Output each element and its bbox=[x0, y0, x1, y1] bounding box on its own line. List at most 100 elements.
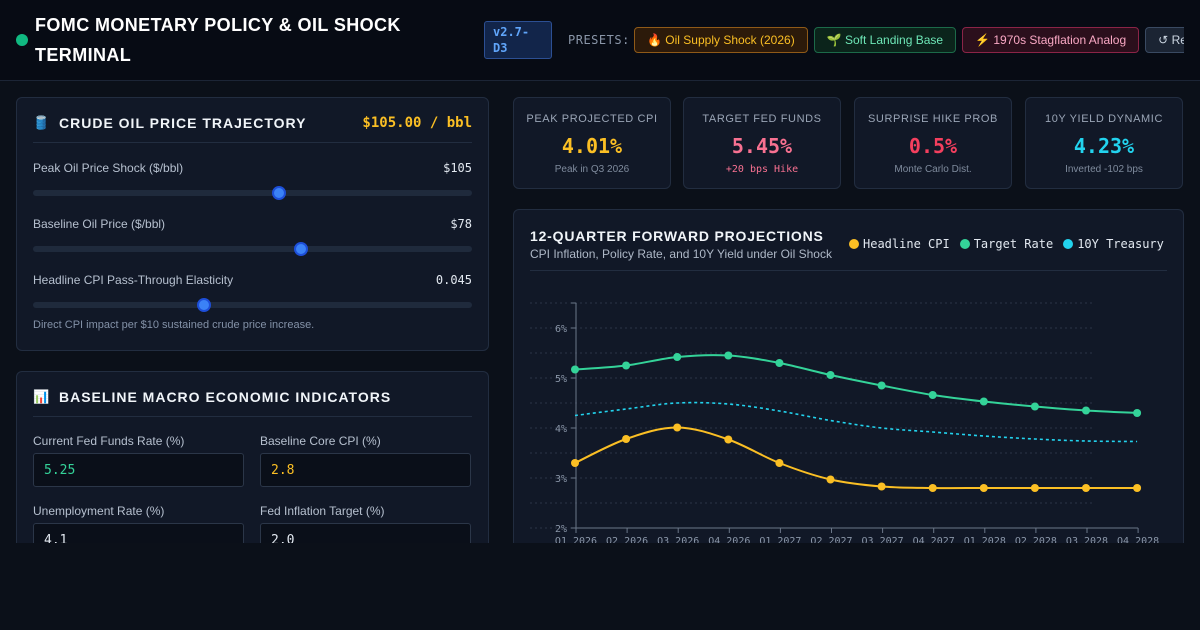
kpi-hike-probability: SURPRISE HIKE PROB 0.5% Monte Carlo Dist… bbox=[854, 97, 1012, 189]
peak-oil-price-slider[interactable] bbox=[33, 186, 472, 200]
x-tick-label: Q4 2027 bbox=[913, 536, 955, 543]
slider-value: $105 bbox=[443, 161, 472, 175]
presets-bar: 🔥 Oil Supply Shock (2026) 🌱 Soft Landing … bbox=[634, 27, 1184, 55]
kpi-peak-cpi: PEAK PROJECTED CPI 4.01% Peak in Q3 2026 bbox=[513, 97, 671, 189]
slider-thumb[interactable] bbox=[293, 242, 308, 256]
kpi-value: 0.5% bbox=[908, 134, 958, 158]
slider-thumb[interactable] bbox=[271, 186, 286, 200]
panel-title: CRUDE OIL PRICE TRAJECTORY bbox=[59, 115, 307, 131]
field-label: Current Fed Funds Rate (%) bbox=[33, 434, 185, 448]
kpi-subtext: Monte Carlo Dist. bbox=[894, 164, 972, 175]
data-point-target-rate bbox=[979, 397, 988, 406]
chart-title: 12-QUARTER FORWARD PROJECTIONS bbox=[530, 228, 824, 244]
data-point-headline-cpi bbox=[928, 484, 937, 492]
oil-barrel-icon: 🛢️ bbox=[33, 115, 50, 130]
slider-thumb[interactable] bbox=[197, 298, 212, 312]
preset-label: Soft Landing Base bbox=[845, 33, 944, 47]
slider-label: Headline CPI Pass-Through Elasticity bbox=[33, 273, 234, 287]
data-point-headline-cpi bbox=[775, 459, 784, 467]
macro-indicators-panel: 📊 BASELINE MACRO ECONOMIC INDICATORS Cur… bbox=[16, 371, 489, 543]
chart-divider bbox=[530, 270, 1167, 271]
slider-value: $78 bbox=[450, 217, 472, 231]
field-label: Unemployment Rate (%) bbox=[33, 504, 165, 518]
fed-funds-rate-input[interactable]: 5.25 bbox=[33, 453, 244, 487]
kpi-label: SURPRISE HIKE PROB bbox=[868, 113, 998, 125]
y-tick-label: 2% bbox=[555, 524, 567, 535]
kpi-subtext: +20 bps Hike bbox=[725, 164, 799, 175]
legend-swatch bbox=[1063, 239, 1074, 249]
kpi-subtext: Inverted -102 bps bbox=[1065, 164, 1143, 175]
inflation-target-input[interactable]: 2.0 bbox=[260, 523, 471, 543]
x-tick-label: Q1 2028 bbox=[964, 536, 1006, 543]
data-point-target-rate bbox=[928, 391, 937, 399]
data-point-headline-cpi bbox=[979, 484, 988, 492]
kpi-value: 5.45% bbox=[731, 134, 793, 158]
preset-stagflation-button[interactable]: ⚡ 1970s Stagflation Analog bbox=[962, 27, 1140, 53]
legend-swatch bbox=[849, 239, 859, 249]
data-point-headline-cpi bbox=[1082, 484, 1090, 492]
data-point-target-rate bbox=[1082, 406, 1090, 415]
presets-label: PRESETS: bbox=[568, 33, 630, 47]
chart-subtitle: CPI Inflation, Policy Rate, and 10Y Yiel… bbox=[530, 247, 832, 261]
live-status-dot bbox=[16, 34, 28, 46]
y-tick-label: 6% bbox=[555, 324, 567, 335]
data-point-headline-cpi bbox=[724, 435, 733, 444]
oil-trajectory-panel: 🛢️ CRUDE OIL PRICE TRAJECTORY $105.00 / … bbox=[16, 97, 489, 351]
slider-label: Baseline Oil Price ($/bbl) bbox=[33, 217, 166, 231]
data-point-target-rate bbox=[775, 359, 784, 367]
preset-soft-landing-button[interactable]: 🌱 Soft Landing Base bbox=[813, 27, 957, 53]
app-title: FOMC MONETARY POLICY & OIL SHOCK TERMINA… bbox=[35, 15, 401, 65]
legend-label: Target Rate bbox=[973, 237, 1054, 251]
reset-button[interactable]: ↺ Reset bbox=[1145, 27, 1184, 53]
legend-item-10y-treasury[interactable]: 10Y Treasury bbox=[1063, 237, 1164, 251]
x-tick-label: Q3 2027 bbox=[862, 536, 904, 543]
cpi-elasticity-slider[interactable] bbox=[33, 298, 472, 312]
x-tick-label: Q1 2026 bbox=[555, 536, 597, 543]
field-label: Baseline Core CPI (%) bbox=[260, 434, 381, 448]
data-point-headline-cpi bbox=[673, 423, 682, 432]
data-point-target-rate bbox=[877, 381, 886, 390]
data-point-target-rate bbox=[724, 351, 733, 360]
kpi-value: 4.23% bbox=[1073, 134, 1135, 158]
data-point-headline-cpi bbox=[826, 475, 835, 484]
field-label: Fed Inflation Target (%) bbox=[260, 504, 385, 518]
chart-legend: Headline CPI Target Rate 10Y Treasury bbox=[849, 237, 1174, 251]
data-point-headline-cpi bbox=[622, 435, 631, 443]
x-tick-label: Q2 2027 bbox=[810, 536, 852, 543]
kpi-value: 4.01% bbox=[561, 134, 623, 158]
data-point-target-rate bbox=[826, 371, 835, 379]
y-tick-label: 4% bbox=[555, 424, 567, 435]
kpi-subtext: Peak in Q3 2026 bbox=[554, 164, 630, 175]
panel-header: 🛢️ CRUDE OIL PRICE TRAJECTORY $105.00 / … bbox=[33, 98, 472, 143]
data-point-target-rate bbox=[673, 353, 682, 361]
data-point-headline-cpi bbox=[1133, 484, 1142, 492]
core-cpi-input[interactable]: 2.8 bbox=[260, 453, 471, 487]
helper-text: Direct CPI impact per $10 sustained crud… bbox=[33, 319, 315, 331]
x-tick-label: Q3 2026 bbox=[657, 536, 699, 543]
data-point-target-rate bbox=[1030, 402, 1039, 411]
preset-oil-supply-shock-button[interactable]: 🔥 Oil Supply Shock (2026) bbox=[634, 27, 808, 53]
legend-item-target-rate[interactable]: Target Rate bbox=[959, 237, 1054, 251]
slider-value: 0.045 bbox=[435, 273, 472, 287]
panel-title: BASELINE MACRO ECONOMIC INDICATORS bbox=[59, 389, 392, 405]
kpi-10y-yield: 10Y YIELD DYNAMIC 4.23% Inverted -102 bp… bbox=[1025, 97, 1183, 189]
x-tick-label: Q4 2026 bbox=[708, 536, 750, 543]
y-tick-label: 3% bbox=[555, 474, 567, 485]
unemployment-rate-input[interactable]: 4.1 bbox=[33, 523, 244, 543]
projections-chart-panel: 12-QUARTER FORWARD PROJECTIONS CPI Infla… bbox=[513, 209, 1184, 543]
version-badge: v2.7-D3 bbox=[484, 21, 552, 59]
preset-label: Reset bbox=[1171, 33, 1184, 47]
x-tick-label: Q2 2026 bbox=[606, 536, 648, 543]
kpi-label: PEAK PROJECTED CPI bbox=[526, 113, 658, 125]
baseline-oil-price-slider[interactable] bbox=[33, 242, 472, 256]
data-point-headline-cpi bbox=[1030, 484, 1039, 492]
x-tick-label: Q2 2028 bbox=[1015, 536, 1057, 543]
y-tick-label: 5% bbox=[555, 374, 567, 385]
legend-swatch bbox=[959, 239, 970, 249]
legend-item-headline-cpi[interactable]: Headline CPI bbox=[849, 237, 950, 251]
legend-label: Headline CPI bbox=[863, 237, 950, 251]
data-point-target-rate bbox=[571, 365, 579, 374]
kpi-target-fed-funds: TARGET FED FUNDS 5.45% +20 bps Hike bbox=[683, 97, 841, 189]
fire-icon: 🔥 bbox=[647, 33, 662, 47]
app-header: FOMC MONETARY POLICY & OIL SHOCK TERMINA… bbox=[0, 0, 1200, 81]
